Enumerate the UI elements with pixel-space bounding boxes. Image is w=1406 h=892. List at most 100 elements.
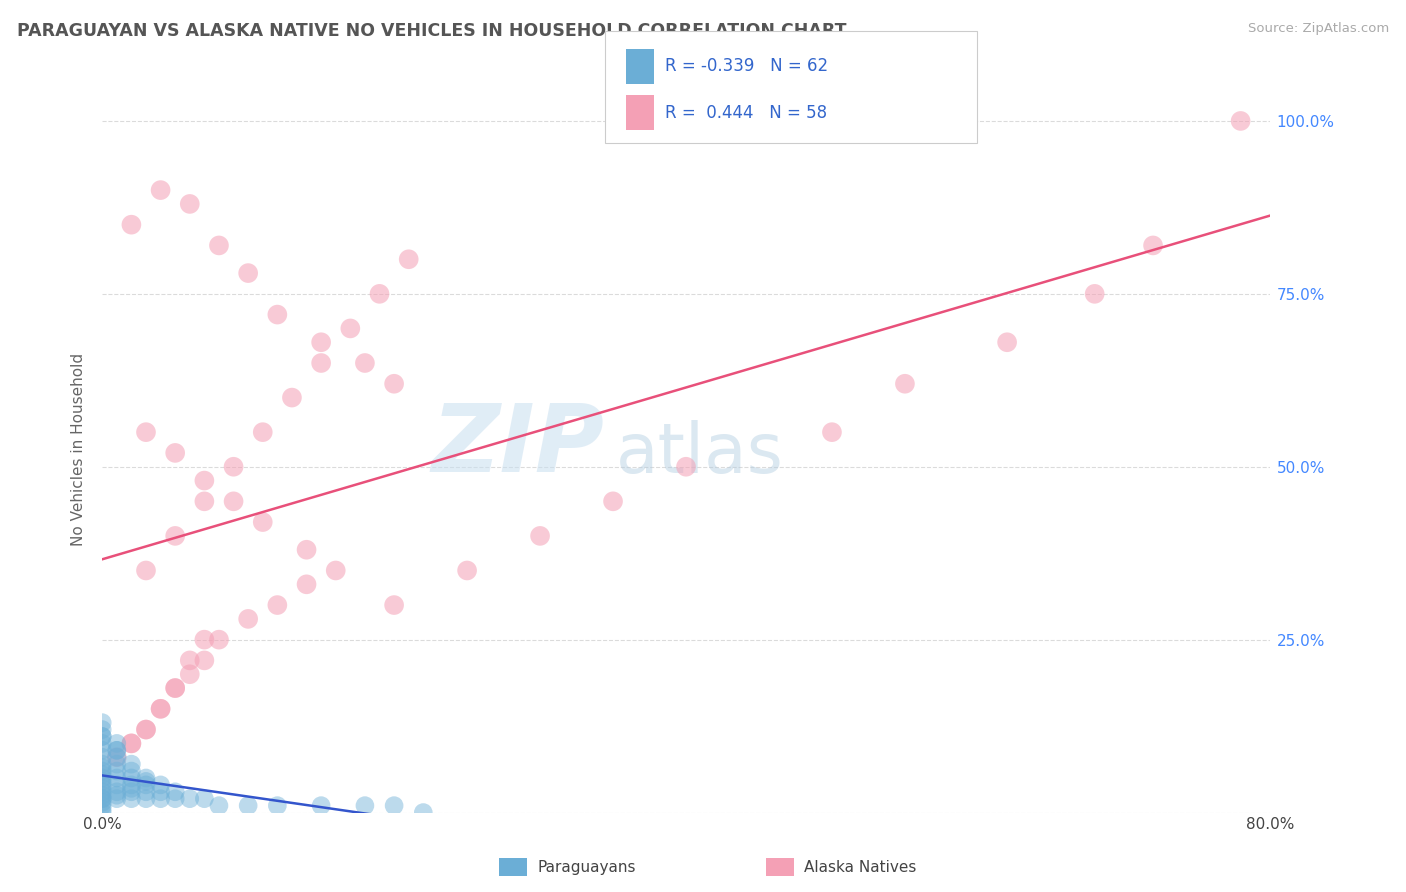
Point xyxy=(135,425,157,439)
Point xyxy=(91,789,114,803)
Point xyxy=(135,774,157,789)
Y-axis label: No Vehicles in Household: No Vehicles in Household xyxy=(72,353,86,546)
Point xyxy=(149,778,172,792)
Point xyxy=(193,632,215,647)
Point xyxy=(120,736,142,750)
Point xyxy=(354,798,377,813)
Text: R =  0.444   N = 58: R = 0.444 N = 58 xyxy=(665,103,827,121)
Point xyxy=(120,764,142,778)
Point xyxy=(339,321,361,335)
Point xyxy=(149,702,172,716)
Point xyxy=(91,757,114,772)
Point xyxy=(1142,238,1164,252)
Point xyxy=(135,791,157,805)
Point xyxy=(91,771,114,785)
Text: R = -0.339   N = 62: R = -0.339 N = 62 xyxy=(665,57,828,76)
Point xyxy=(266,308,288,322)
Point xyxy=(179,667,201,681)
Point xyxy=(91,764,114,778)
Point xyxy=(91,730,114,744)
Point xyxy=(222,494,245,508)
Point xyxy=(821,425,844,439)
Point xyxy=(193,494,215,508)
Point xyxy=(91,767,114,781)
Point xyxy=(149,791,172,805)
Point xyxy=(105,791,128,805)
Point xyxy=(135,778,157,792)
Point xyxy=(995,335,1018,350)
Point xyxy=(91,715,114,730)
Point xyxy=(179,197,201,211)
Point xyxy=(295,577,318,591)
Point xyxy=(165,529,187,543)
Point xyxy=(238,798,260,813)
Point xyxy=(105,789,128,803)
Point xyxy=(149,702,172,716)
Point xyxy=(91,774,114,789)
Point xyxy=(193,474,215,488)
Point xyxy=(675,459,697,474)
Point xyxy=(105,757,128,772)
Point xyxy=(149,785,172,799)
Point xyxy=(529,529,551,543)
Point xyxy=(135,723,157,737)
Point xyxy=(368,286,391,301)
Text: Source: ZipAtlas.com: Source: ZipAtlas.com xyxy=(1249,22,1389,36)
Point xyxy=(222,459,245,474)
Point xyxy=(91,791,114,805)
Point xyxy=(120,785,142,799)
Point xyxy=(105,736,128,750)
Point xyxy=(105,743,128,757)
Point xyxy=(120,771,142,785)
Point xyxy=(165,791,187,805)
Text: PARAGUAYAN VS ALASKA NATIVE NO VEHICLES IN HOUSEHOLD CORRELATION CHART: PARAGUAYAN VS ALASKA NATIVE NO VEHICLES … xyxy=(17,22,846,40)
Text: Alaska Natives: Alaska Natives xyxy=(804,860,917,874)
Point xyxy=(266,598,288,612)
Point xyxy=(91,802,114,816)
Point xyxy=(91,743,114,757)
Point xyxy=(91,781,114,796)
Point xyxy=(91,795,114,809)
Point xyxy=(91,723,114,737)
Point xyxy=(91,730,114,744)
Point xyxy=(208,632,231,647)
Point xyxy=(120,218,142,232)
Point xyxy=(281,391,304,405)
Point xyxy=(325,564,347,578)
Point xyxy=(1084,286,1107,301)
Point xyxy=(105,771,128,785)
Point xyxy=(354,356,377,370)
Point xyxy=(135,723,157,737)
Point xyxy=(120,791,142,805)
Point xyxy=(165,446,187,460)
Point xyxy=(252,515,274,529)
Point xyxy=(309,356,332,370)
Point xyxy=(135,785,157,799)
Point xyxy=(238,612,260,626)
Point xyxy=(165,681,187,695)
Point xyxy=(398,252,420,267)
Point xyxy=(91,791,114,805)
Text: Paraguayans: Paraguayans xyxy=(537,860,636,874)
Point xyxy=(238,266,260,280)
Point xyxy=(252,425,274,439)
Point xyxy=(120,736,142,750)
Point xyxy=(91,761,114,775)
Point xyxy=(309,335,332,350)
Point xyxy=(105,743,128,757)
Text: atlas: atlas xyxy=(616,419,783,486)
Point xyxy=(91,805,114,820)
Point xyxy=(179,653,201,667)
Point xyxy=(412,805,434,820)
Point xyxy=(105,750,128,764)
Point xyxy=(120,757,142,772)
Point xyxy=(91,778,114,792)
Point xyxy=(135,771,157,785)
Point xyxy=(193,791,215,805)
Point xyxy=(179,791,201,805)
Point xyxy=(135,564,157,578)
Point xyxy=(208,798,231,813)
Point xyxy=(165,785,187,799)
Point xyxy=(120,781,142,796)
Point xyxy=(91,798,114,813)
